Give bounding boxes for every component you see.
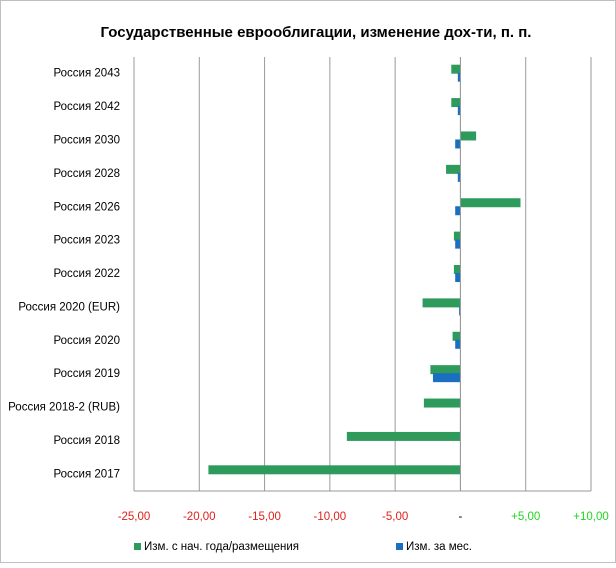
y-tick-label: Россия 2028 — [54, 168, 121, 180]
legend-swatch — [134, 543, 141, 550]
x-tick-label: -25,00 — [118, 511, 151, 523]
legend-label: Изм. за мес. — [406, 541, 472, 553]
bar — [460, 131, 477, 141]
legend-label: Изм. с нач. года/размещения — [144, 541, 299, 553]
bar — [457, 106, 461, 116]
x-tick-label: -20,00 — [183, 511, 216, 523]
bar — [459, 306, 461, 316]
y-tick-label: Россия 2017 — [54, 468, 121, 480]
bar — [455, 339, 461, 349]
bar — [455, 239, 461, 249]
y-tick-label: Россия 2043 — [54, 68, 121, 80]
bar — [433, 373, 461, 383]
bar — [452, 331, 461, 341]
bar — [460, 198, 521, 208]
bar — [451, 64, 461, 74]
bar — [455, 139, 461, 149]
bar — [423, 398, 461, 408]
legend-swatch — [396, 543, 403, 550]
x-tick-label: +5,00 — [511, 511, 540, 523]
chart-title: Государственные еврооблигации, изменение… — [101, 24, 532, 41]
bar — [346, 431, 461, 441]
bar — [446, 164, 461, 174]
x-tick-label: -5,00 — [382, 511, 408, 523]
x-tick-label: -15,00 — [248, 511, 281, 523]
x-tick-label: -10,00 — [314, 511, 347, 523]
y-tick-label: Россия 2026 — [54, 201, 121, 213]
bar — [455, 273, 461, 282]
x-tick-label: - — [459, 511, 463, 523]
bar — [457, 172, 461, 182]
y-tick-label: Россия 2042 — [54, 101, 121, 113]
y-tick-label: Россия 2018-2 (RUB) — [8, 402, 120, 414]
bar — [455, 206, 461, 216]
y-tick-label: Россия 2023 — [54, 235, 121, 247]
bar — [453, 231, 461, 241]
bar — [453, 265, 461, 274]
bar — [457, 72, 461, 82]
y-tick-label: Россия 2030 — [54, 134, 121, 146]
bar — [208, 465, 461, 475]
bar — [451, 98, 461, 108]
x-tick-label: +10,00 — [573, 511, 609, 523]
bar — [422, 298, 461, 308]
y-tick-label: Россия 2019 — [54, 368, 121, 380]
y-tick-label: Россия 2022 — [54, 268, 121, 280]
y-tick-label: Россия 2020 (EUR) — [18, 301, 120, 313]
y-tick-label: Россия 2018 — [54, 435, 121, 447]
bar — [430, 365, 461, 375]
y-tick-label: Россия 2020 — [54, 335, 121, 347]
